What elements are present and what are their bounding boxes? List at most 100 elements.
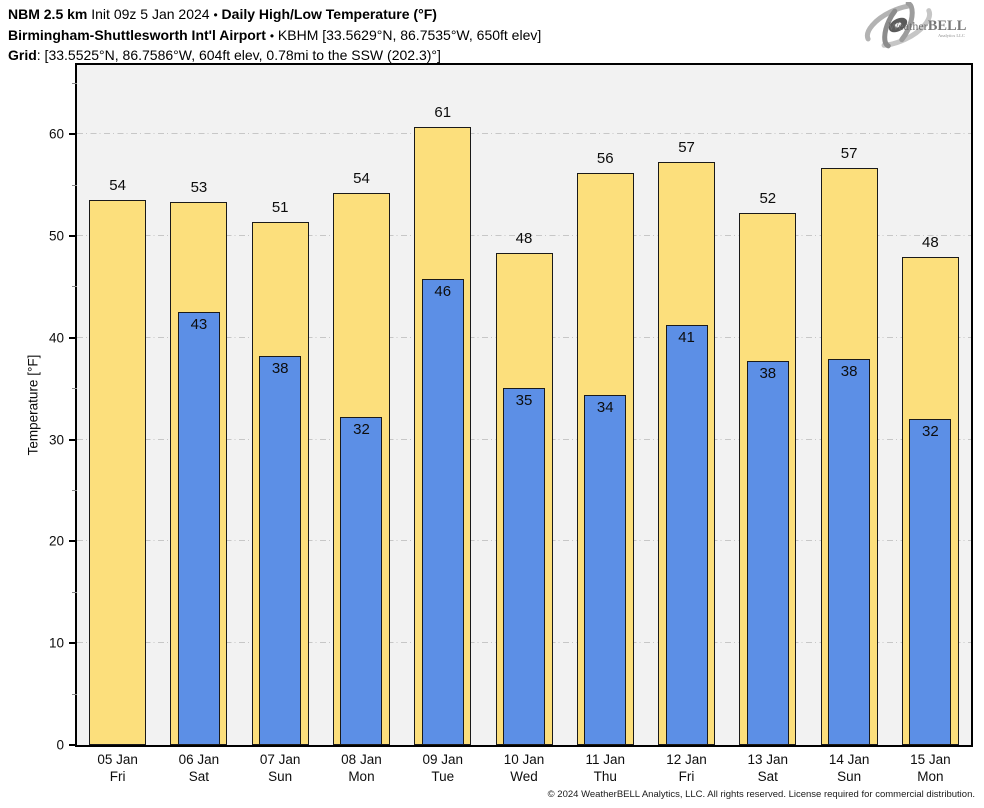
x-axis-label: 12 Jan Fri xyxy=(646,751,727,785)
hurricane-swirl-icon xyxy=(863,2,933,50)
y-axis-tick-label: 40 xyxy=(48,330,64,346)
low-bar xyxy=(746,361,789,745)
high-value-label: 48 xyxy=(922,234,939,252)
low-bar xyxy=(909,419,952,745)
low-value-label: 46 xyxy=(434,282,452,300)
y-axis-tick xyxy=(69,642,77,645)
header-line-3: Grid: [33.5525°N, 86.7586°W, 604ft elev,… xyxy=(8,46,541,66)
x-label-date: 14 Jan xyxy=(828,752,870,767)
x-label-day: Sun xyxy=(837,769,862,784)
high-value-label: 48 xyxy=(515,230,533,248)
x-label-day: Mon xyxy=(917,769,944,784)
low-bar xyxy=(177,312,220,745)
y-axis-tick xyxy=(69,235,77,238)
separator-dot: • xyxy=(213,8,218,22)
y-axis-tick xyxy=(69,133,77,136)
high-bar xyxy=(89,200,147,745)
x-label-date: 05 Jan xyxy=(97,752,138,767)
x-label-date: 10 Jan xyxy=(503,752,545,767)
y-axis-tick-label: 10 xyxy=(48,635,64,651)
low-bar xyxy=(340,417,383,745)
low-value-label: 35 xyxy=(515,391,533,409)
header-line-2: Birmingham-Shuttlesworth Int'l Airport •… xyxy=(8,26,541,47)
low-value-label: 38 xyxy=(759,365,777,383)
x-label-day: Fri xyxy=(109,769,126,784)
high-value-label: 52 xyxy=(759,189,777,207)
low-value-label: 41 xyxy=(678,328,695,346)
copyright-notice: © 2024 WeatherBELL Analytics, LLC. All r… xyxy=(547,789,975,800)
x-label-day: Sat xyxy=(757,769,778,784)
x-axis-label: 08 Jan Mon xyxy=(321,751,402,785)
low-bar xyxy=(828,359,871,745)
x-label-day: Sun xyxy=(268,769,293,784)
logo-subtext: Analytics LLC xyxy=(938,33,965,38)
y-axis-minor-tick xyxy=(72,388,77,390)
high-value-label: 57 xyxy=(840,144,858,162)
x-label-day: Sat xyxy=(188,769,210,784)
y-axis-tick-label: 60 xyxy=(48,126,64,142)
x-label-date: 13 Jan xyxy=(747,752,789,767)
x-label-day: Mon xyxy=(348,769,375,784)
y-axis-minor-tick xyxy=(72,286,77,288)
init-time: Init 09z 5 Jan 2024 xyxy=(91,6,210,22)
page-title: Daily High/Low Temperature (°F) xyxy=(221,6,437,22)
y-axis-tick xyxy=(69,744,77,746)
gridline-50 xyxy=(77,235,971,237)
weatherbell-logo: WeatherBELL Analytics LLC xyxy=(863,2,967,50)
low-bar xyxy=(584,394,627,745)
grid-label: Grid xyxy=(8,47,37,63)
x-axis-label: 13 Jan Sat xyxy=(727,751,808,785)
x-label-date: 12 Jan xyxy=(666,752,707,767)
logo-text: WeatherBELL xyxy=(888,18,967,34)
y-axis-tick xyxy=(69,540,77,543)
station-details: KBHM [33.5629°N, 86.7535°W, 650ft elev] xyxy=(277,26,542,43)
x-axis-label: 15 Jan Mon xyxy=(890,751,971,785)
low-value-label: 34 xyxy=(596,398,614,416)
low-bar xyxy=(421,278,464,745)
x-label-day: Thu xyxy=(593,769,617,784)
y-axis-tick-label: 30 xyxy=(48,432,64,448)
low-bar xyxy=(665,324,708,745)
low-value-label: 38 xyxy=(840,363,858,381)
y-axis-tick-label: 50 xyxy=(48,228,64,244)
x-label-date: 08 Jan xyxy=(341,752,382,767)
x-axis-label: 07 Jan Sun xyxy=(240,751,321,785)
y-axis-tick xyxy=(69,438,77,441)
low-value-label: 32 xyxy=(922,423,939,441)
x-label-day: Fri xyxy=(678,769,695,784)
y-axis-tick-label: 0 xyxy=(56,737,64,753)
model-name: NBM 2.5 km xyxy=(8,6,88,22)
low-value-label: 32 xyxy=(353,421,370,439)
low-bar xyxy=(503,387,545,745)
x-label-date: 09 Jan xyxy=(422,752,463,767)
x-axis-label: 06 Jan Sat xyxy=(158,751,239,785)
low-bar xyxy=(259,356,302,745)
x-axis-label: 09 Jan Tue xyxy=(402,751,483,785)
x-label-date: 11 Jan xyxy=(585,752,626,767)
x-axis-label: 14 Jan Sun xyxy=(808,751,889,785)
y-axis-minor-tick xyxy=(72,82,77,84)
x-label-date: 15 Jan xyxy=(910,752,951,767)
low-value-label: 38 xyxy=(271,360,289,378)
station-name: Birmingham-Shuttlesworth Int'l Airport xyxy=(8,26,266,43)
y-axis-minor-tick xyxy=(72,591,77,593)
header-line-1: NBM 2.5 km Init 09z 5 Jan 2024 • Daily H… xyxy=(8,5,541,26)
low-value-label: 43 xyxy=(190,316,208,334)
plot-area: 54 53 43 51 38 54 32 61 46 48 35 56 34 57 41 52 38 57 38 48… xyxy=(77,65,971,745)
x-label-day: Tue xyxy=(431,769,455,784)
chart-header: NBM 2.5 km Init 09z 5 Jan 2024 • Daily H… xyxy=(8,5,541,66)
high-value-label: 57 xyxy=(678,138,695,156)
separator-dot: • xyxy=(269,28,275,43)
y-axis-minor-tick xyxy=(72,693,77,695)
grid-details: : [33.5525°N, 86.7586°W, 604ft elev, 0.7… xyxy=(36,47,441,63)
x-label-date: 06 Jan xyxy=(178,752,220,767)
x-label-date: 07 Jan xyxy=(259,752,301,767)
x-axis-label: 11 Jan Thu xyxy=(565,751,646,785)
x-axis-label: 05 Jan Fri xyxy=(77,751,158,785)
high-value-label: 56 xyxy=(596,149,614,167)
x-axis-label: 10 Jan Wed xyxy=(483,751,564,785)
y-axis-minor-tick xyxy=(72,184,77,186)
high-value-label: 51 xyxy=(271,198,289,216)
high-value-label: 61 xyxy=(434,104,452,122)
